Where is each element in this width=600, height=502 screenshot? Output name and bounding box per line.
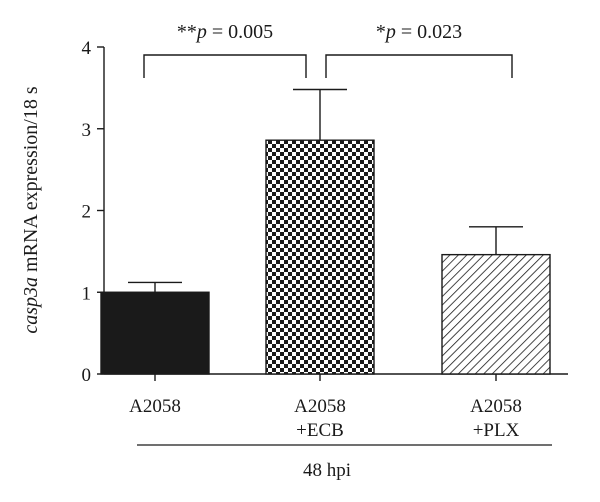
p-value-label: *p = 0.023 [376, 21, 462, 43]
bar [265, 139, 375, 375]
x-axis [104, 373, 568, 381]
p-symbol: p [384, 21, 396, 43]
bar [100, 291, 210, 375]
significance-stars: ** [177, 21, 197, 43]
p-value: = 0.023 [396, 21, 462, 43]
x-tick-label-line: +ECB [296, 420, 344, 441]
y-tick-label: 4 [82, 38, 92, 59]
x-tick-labels: A2058 A2058 +ECB A2058 +PLX [129, 396, 522, 441]
y-tick-label: 2 [82, 202, 92, 223]
x-tick-label-line: +PLX [473, 420, 520, 441]
x-tick-label: A2058 +PLX [470, 396, 522, 441]
error-bars [128, 88, 523, 293]
x-tick-label-line: A2058 [129, 396, 181, 417]
x-tick-label-line: A2058 [470, 396, 522, 417]
y-axis-label-gene: casp3a [20, 277, 42, 334]
p-symbol: p [195, 21, 207, 43]
x-tick-label: A2058 [129, 396, 181, 417]
significance-bracket [143, 54, 307, 78]
significance-bracket [325, 54, 513, 78]
x-tick-label-line: A2058 [294, 396, 346, 417]
bar [441, 253, 551, 375]
y-tick-label: 0 [82, 365, 92, 386]
x-tick-label: A2058 +ECB [294, 396, 346, 441]
y-axis-label: casp3a mRNA expression/18 s [20, 86, 42, 333]
y-tick-label: 3 [82, 120, 92, 141]
y-axis-label-rest: mRNA expression/18 s [20, 86, 42, 277]
p-value-label: **p = 0.005 [177, 21, 273, 43]
p-value: = 0.005 [207, 21, 273, 43]
group-label: 48 hpi [303, 460, 351, 481]
bars [100, 139, 551, 375]
significance-stars: * [376, 21, 386, 43]
y-tick-label: 1 [82, 283, 92, 304]
significance-brackets: **p = 0.005 *p = 0.023 [143, 21, 513, 78]
